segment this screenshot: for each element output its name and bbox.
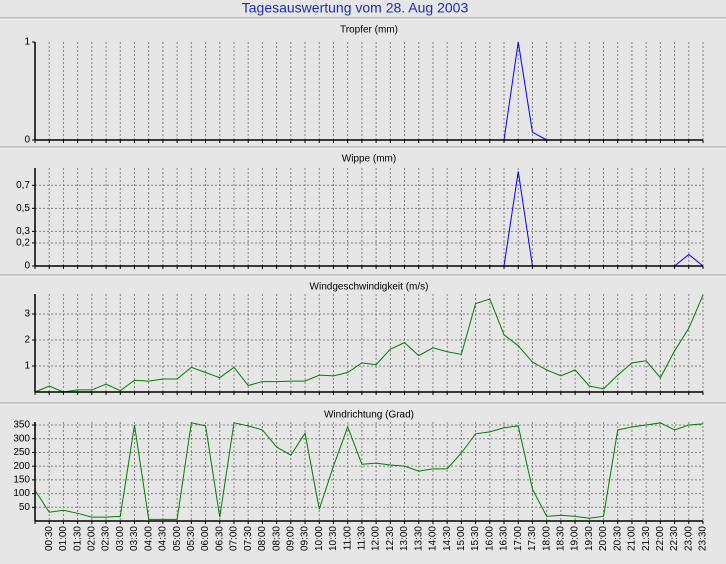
x-tick-label: 03:30: [129, 526, 140, 551]
x-tick-label: 08:00: [257, 526, 268, 551]
panel-title: Tropfer (mm): [340, 25, 398, 36]
x-tick-label: 10:30: [328, 526, 339, 551]
y-tick-label: 0: [24, 261, 30, 272]
x-tick-label: 12:30: [385, 526, 396, 551]
x-tick-label: 01:30: [72, 526, 83, 551]
x-tick-label: 15:00: [456, 526, 467, 551]
y-tick-label: 0,3: [16, 226, 30, 237]
x-tick-label: 07:00: [229, 526, 240, 551]
x-tick-label: 09:30: [300, 526, 311, 551]
x-tick-label: 08:30: [271, 526, 282, 551]
x-tick-label: 16:30: [499, 526, 510, 551]
y-tick-label: 2: [24, 335, 30, 346]
y-tick-label: 0,2: [16, 238, 30, 249]
y-tick-label: 0: [24, 135, 30, 146]
x-tick-label: 06:00: [200, 526, 211, 551]
x-tick-label: 17:30: [527, 526, 538, 551]
y-tick-label: 100: [13, 488, 30, 499]
x-tick-label: 14:30: [442, 526, 453, 551]
x-tick-label: 23:30: [698, 526, 709, 551]
page-title: Tagesauswertung vom 28. Aug 2003: [242, 0, 469, 16]
y-tick-label: 0,7: [16, 180, 30, 191]
x-tick-label: 06:30: [214, 526, 225, 551]
y-tick-label: 1: [24, 37, 30, 48]
x-tick-label: 21:30: [641, 526, 652, 551]
data-line: [34, 422, 704, 520]
x-tick-label: 18:00: [541, 526, 552, 551]
y-tick-label: 300: [13, 433, 30, 444]
x-tick-label: 22:00: [655, 526, 666, 551]
x-tick-label: 23:00: [683, 526, 694, 551]
panel-title: Wippe (mm): [342, 154, 396, 165]
x-tick-label: 17:00: [513, 526, 524, 551]
x-tick-label: 05:30: [186, 526, 197, 551]
x-tick-label: 18:30: [556, 526, 567, 551]
x-tick-label: 04:00: [143, 526, 154, 551]
x-tick-label: 11:30: [357, 526, 368, 551]
x-tick-label: 21:00: [627, 526, 638, 551]
x-tick-label: 00:30: [44, 526, 55, 551]
x-tick-label: 20:00: [598, 526, 609, 551]
x-tick-label: 11:00: [342, 526, 353, 551]
y-tick-label: 350: [13, 420, 30, 431]
x-tick-label: 16:00: [484, 526, 495, 551]
y-tick-label: 3: [24, 309, 30, 320]
panel-title: Windgeschwindigkeit (m/s): [310, 282, 429, 293]
x-tick-label: 20:30: [612, 526, 623, 551]
x-tick-label: 19:30: [584, 526, 595, 551]
y-tick-label: 150: [13, 475, 30, 486]
y-tick-label: 50: [19, 502, 31, 513]
y-tick-label: 1: [24, 361, 30, 372]
y-tick-label: 250: [13, 447, 30, 458]
y-tick-label: 0,5: [16, 203, 30, 214]
data-line: [34, 294, 704, 393]
x-tick-label: 03:00: [115, 526, 126, 551]
x-tick-label: 02:00: [86, 526, 97, 551]
x-tick-label: 04:30: [158, 526, 169, 551]
x-tick-label: 12:00: [371, 526, 382, 551]
x-tick-label: 02:30: [101, 526, 112, 551]
panel-title: Windrichtung (Grad): [324, 410, 414, 421]
x-tick-label: 10:00: [314, 526, 325, 551]
x-tick-label: 14:00: [428, 526, 439, 551]
x-tick-label: 01:00: [58, 526, 69, 551]
x-tick-label: 19:00: [570, 526, 581, 551]
x-tick-label: 22:30: [669, 526, 680, 551]
x-tick-label: 15:30: [470, 526, 481, 551]
x-tick-label: 13:00: [399, 526, 410, 551]
x-tick-label: 09:00: [285, 526, 296, 551]
x-tick-label: 07:30: [243, 526, 254, 551]
x-tick-label: 13:30: [413, 526, 424, 551]
y-tick-label: 200: [13, 461, 30, 472]
x-tick-label: 05:00: [172, 526, 183, 551]
